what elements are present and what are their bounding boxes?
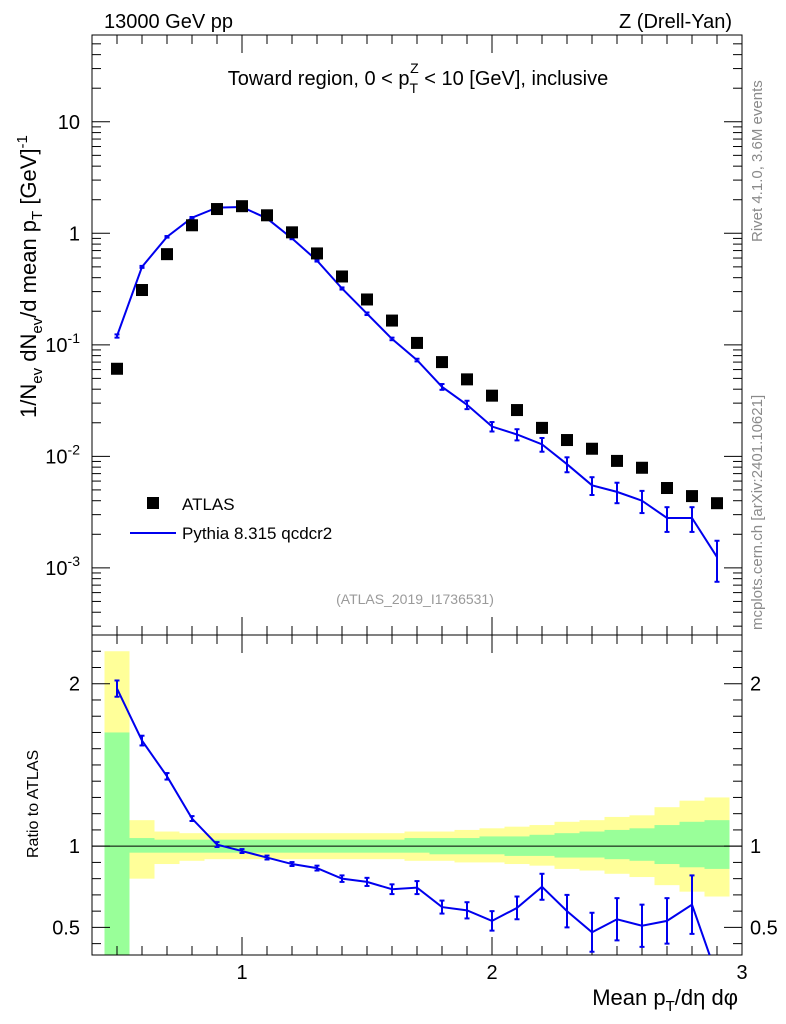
- band-inner-bin: [579, 831, 605, 858]
- band-inner-bin: [529, 834, 555, 856]
- main-panel-ticks: 10-3 10-2 10-1 1 10: [45, 34, 742, 635]
- data-point: [286, 226, 298, 239]
- band-inner-bin: [404, 838, 430, 853]
- data-point: [486, 389, 498, 402]
- y-tick-label: 10: [58, 112, 80, 134]
- data-point: [336, 270, 348, 283]
- data-point: [161, 248, 173, 261]
- band-inner-bin: [129, 838, 155, 853]
- data-point: [361, 293, 373, 306]
- data-point: [311, 247, 323, 260]
- data-point: [511, 404, 523, 417]
- x-tick-label: 1: [236, 962, 247, 984]
- x-tick-label: 2: [486, 962, 497, 984]
- ratio-panel-ticks: 1 2 3 0.5 0.5 1 1 2 2: [52, 635, 778, 984]
- main-y-axis-title: 1/Nev dNev/d mean pT [GeV]-1: [14, 135, 46, 418]
- ratio-frame-box: [91, 634, 743, 956]
- x-tick-label: 3: [736, 962, 747, 984]
- y-tick-label: 1: [69, 223, 80, 245]
- ratio-uncertainty-bands: [92, 651, 742, 955]
- data-point: [636, 461, 648, 474]
- data-point: [211, 203, 223, 216]
- data-point: [386, 314, 398, 327]
- y-tick-label: 10-3: [45, 553, 80, 580]
- band-inner-bin: [554, 833, 580, 858]
- data-point: [186, 219, 198, 232]
- main-frame-box: [91, 34, 743, 636]
- region-title-sub: T: [410, 80, 419, 96]
- y-tick-label-ratio-right: 1: [750, 836, 761, 858]
- data-point: [261, 209, 273, 222]
- y-tick-label-ratio-left: 2: [69, 674, 80, 696]
- data-point: [411, 336, 423, 349]
- band-inner-bin: [654, 825, 680, 865]
- region-title: Toward region, 0 < pTZ < 10 [GeV], inclu…: [228, 60, 608, 96]
- data-point: [586, 442, 598, 455]
- legend: ATLAS Pythia 8.315 qcdcr2: [130, 495, 332, 543]
- band-inner-bin: [104, 732, 130, 955]
- data-point: [686, 490, 698, 503]
- region-title-sup: Z: [410, 60, 419, 76]
- y-tick-label-ratio-left: 0.5: [52, 917, 80, 939]
- data-point: [461, 373, 473, 386]
- y-tick-label: 10-2: [45, 441, 80, 468]
- data-point: [711, 497, 723, 510]
- legend-data-marker: [147, 497, 159, 509]
- rivet-info: Rivet 4.1.0, 3.6M events: [749, 80, 766, 242]
- legend-data-label: ATLAS: [182, 495, 235, 514]
- y-tick-label-ratio-right: 2: [750, 674, 761, 696]
- data-point: [136, 284, 148, 297]
- data-point: [561, 434, 573, 447]
- region-title-post: < 10 [GeV], inclusive: [419, 68, 609, 90]
- data-point: [236, 200, 248, 213]
- energy-label: 13000 GeV pp: [104, 11, 233, 33]
- y-tick-label: 10-1: [45, 330, 80, 357]
- ratio-series: [114, 679, 711, 956]
- data-point: [661, 482, 673, 495]
- process-label: Z (Drell-Yan): [619, 11, 732, 33]
- band-inner-bin: [629, 828, 655, 861]
- mcplots-info: mcplots.cern.ch [arXiv:2401.10621]: [749, 395, 766, 630]
- analysis-id: (ATLAS_2019_I1736531): [336, 591, 494, 607]
- data-point: [536, 421, 548, 434]
- band-inner-bin: [479, 836, 505, 855]
- data-point: [436, 356, 448, 369]
- band-inner-bin: [604, 829, 630, 860]
- data-series: [111, 200, 723, 510]
- y-tick-label-ratio-left: 1: [69, 836, 80, 858]
- band-inner-bin: [704, 820, 730, 869]
- data-point: [611, 454, 623, 467]
- x-axis-title: Mean pT/dη dφ: [592, 985, 738, 1015]
- y-tick-label-ratio-right: 0.5: [750, 917, 778, 939]
- legend-mc-label: Pythia 8.315 qcdcr2: [182, 524, 332, 543]
- band-inner-bin: [679, 821, 705, 868]
- region-title-pre: Toward region, 0 < p: [228, 68, 410, 90]
- ratio-y-axis-title: Ratio to ATLAS: [25, 750, 42, 858]
- ratio-panel-frame: [91, 634, 743, 956]
- main-panel-frame: [91, 34, 743, 636]
- data-point: [111, 362, 123, 375]
